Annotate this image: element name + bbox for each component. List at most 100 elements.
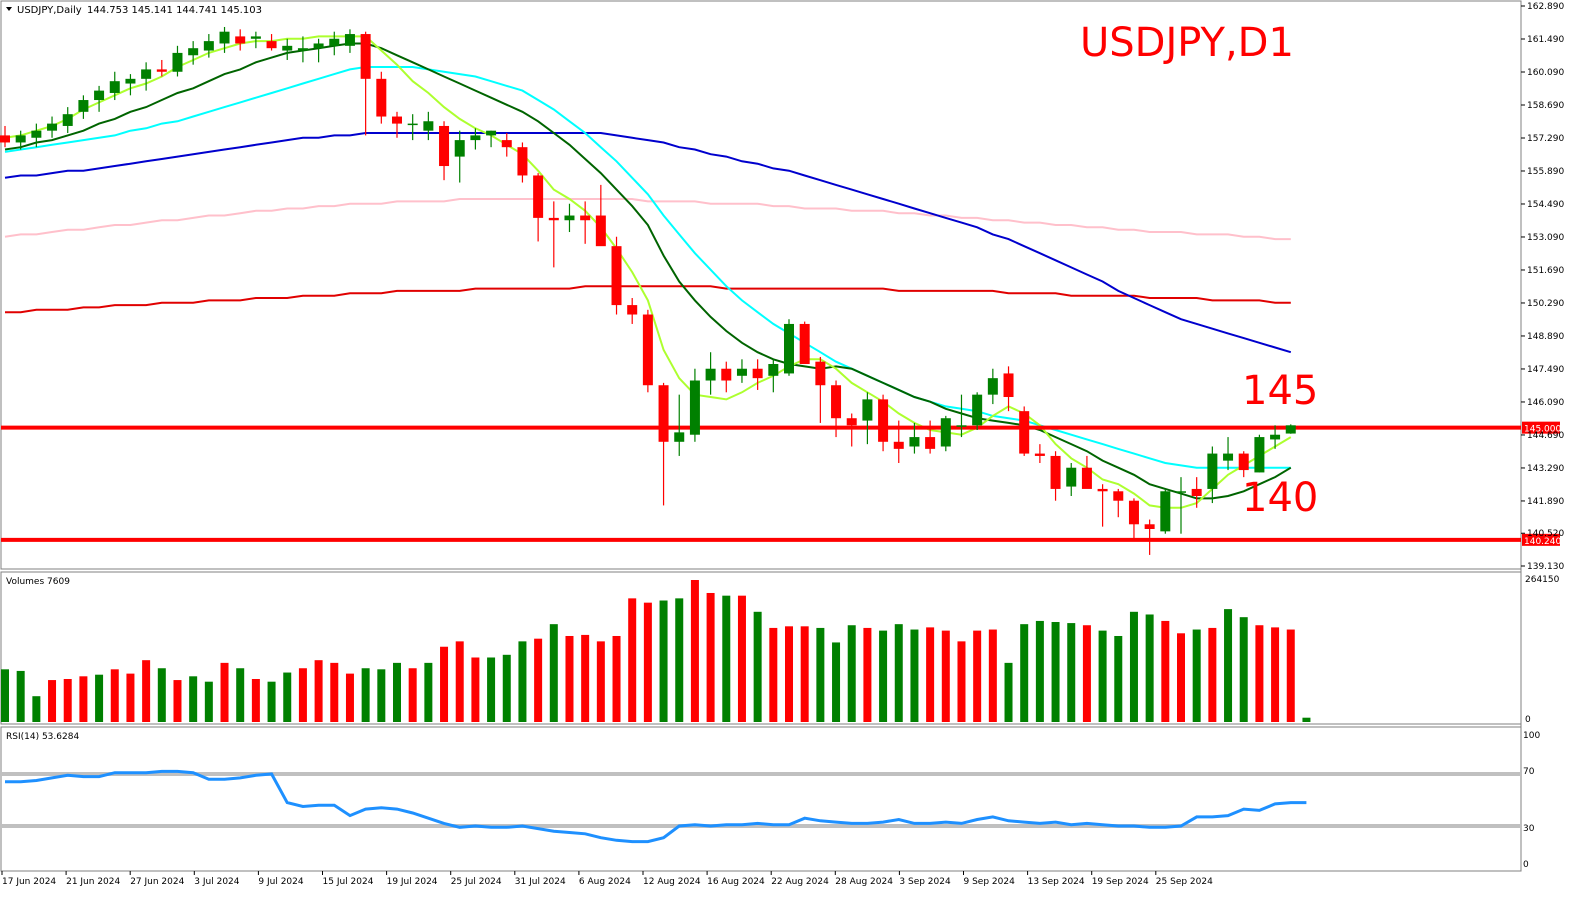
volume-bar xyxy=(988,629,997,722)
candle-body xyxy=(595,215,606,247)
candle-body xyxy=(799,323,810,365)
candle-body xyxy=(1050,455,1061,489)
date-tick-label: 25 Sep 2024 xyxy=(1156,877,1213,887)
volume-bar xyxy=(1208,627,1217,722)
candle-body xyxy=(987,378,998,395)
date-tick-label: 27 Jun 2024 xyxy=(130,877,184,887)
volume-bar xyxy=(879,630,888,722)
candle-body xyxy=(188,48,199,56)
rsi-axis-70: 70 xyxy=(1523,767,1535,777)
candle-body xyxy=(1003,373,1014,398)
candle-body xyxy=(297,48,308,51)
price-tick-label: 153.090 xyxy=(1527,233,1564,243)
candle-body xyxy=(125,78,136,84)
volume-bar xyxy=(800,626,809,722)
volume-bar xyxy=(298,668,307,722)
candle-body xyxy=(1191,488,1202,496)
price-tick-label: 143.290 xyxy=(1527,464,1564,474)
candle-body xyxy=(674,432,685,442)
volume-bar xyxy=(1051,622,1060,722)
candle-body xyxy=(627,305,638,315)
chart-title: USDJPY,D1 xyxy=(1080,20,1294,66)
date-tick-label: 6 Aug 2024 xyxy=(579,877,631,887)
candle-body xyxy=(548,217,559,221)
volume-bars xyxy=(1,580,1311,722)
volume-bar xyxy=(941,630,950,722)
volume-bar xyxy=(1255,625,1264,722)
candle-body xyxy=(31,130,42,138)
hline-price-tag xyxy=(1522,533,1560,546)
volume-bar xyxy=(957,641,966,722)
volume-bar xyxy=(816,627,825,722)
volume-bar xyxy=(785,626,793,722)
volume-bar xyxy=(173,680,182,722)
candle-body xyxy=(501,140,512,148)
candle-body xyxy=(1081,467,1092,489)
candle-body xyxy=(831,385,842,419)
volume-bar xyxy=(345,673,354,722)
date-tick-label: 19 Sep 2024 xyxy=(1092,877,1149,887)
date-tick-label: 25 Jul 2024 xyxy=(451,877,502,887)
date-tick-label: 3 Jul 2024 xyxy=(194,877,239,887)
volume-bar xyxy=(157,668,166,722)
candle-body xyxy=(1034,453,1045,456)
volume-bar xyxy=(643,602,652,722)
candle-body xyxy=(313,43,324,49)
candle-body xyxy=(47,123,58,131)
candle-body xyxy=(407,123,418,126)
candle-body xyxy=(705,368,716,381)
volume-bar xyxy=(251,678,260,722)
volume-bar xyxy=(722,595,731,722)
candle-body xyxy=(282,45,293,51)
volume-bar xyxy=(973,630,982,722)
price-tick-label: 140.520 xyxy=(1527,529,1564,539)
price-tick-label: 150.290 xyxy=(1527,299,1564,309)
candle-body xyxy=(846,418,857,426)
volume-bar xyxy=(236,668,245,722)
candle-body xyxy=(721,368,732,381)
candle-body xyxy=(784,323,794,374)
candle-body xyxy=(423,121,434,131)
date-tick-label: 28 Aug 2024 xyxy=(835,877,893,887)
date-tick-label: 19 Jul 2024 xyxy=(387,877,438,887)
volume-axis-bottom: 0 xyxy=(1525,715,1531,725)
volume-bar xyxy=(1286,629,1295,722)
volume-bar xyxy=(612,635,621,722)
price-tick-label: 161.490 xyxy=(1527,35,1564,45)
candle-body xyxy=(78,100,89,112)
candle-body xyxy=(940,418,951,447)
volume-bar xyxy=(314,660,323,722)
candle-body xyxy=(1176,491,1186,493)
candle-body xyxy=(203,41,214,51)
date-tick-label: 12 Aug 2024 xyxy=(643,877,701,887)
volume-bar xyxy=(549,624,558,722)
price-tick-label: 139.130 xyxy=(1527,562,1564,572)
volume-bar xyxy=(424,662,433,722)
candle-body xyxy=(235,36,246,44)
candle-body xyxy=(1144,524,1155,529)
date-tick-label: 21 Jun 2024 xyxy=(66,877,120,887)
ohlc-readout: 144.753 145.141 144.741 145.103 xyxy=(87,5,262,16)
volume-label: Volumes 7609 xyxy=(6,577,70,587)
price-tick-label: 154.490 xyxy=(1527,200,1564,210)
candle-body xyxy=(1097,488,1108,492)
volume-bar xyxy=(769,627,778,722)
candle-body xyxy=(15,135,26,143)
volume-bar xyxy=(283,672,292,722)
volume-bar xyxy=(79,676,88,722)
horizontal-lines: 145.000 140.240 xyxy=(1,421,1561,547)
candle-body xyxy=(156,69,167,72)
collapse-triangle-icon[interactable] xyxy=(6,7,12,11)
volume-bar xyxy=(1114,635,1123,722)
price-tick-label: 157.290 xyxy=(1527,134,1564,144)
volume-bar xyxy=(1161,620,1170,722)
ma-darkgreen-line xyxy=(4,42,1292,500)
volume-bar xyxy=(706,592,715,722)
candle-body xyxy=(1270,434,1281,440)
date-tick-label: 31 Jul 2024 xyxy=(515,877,566,887)
candle-body xyxy=(580,215,591,221)
price-tick-label: 158.690 xyxy=(1527,101,1564,111)
volume-bar xyxy=(565,635,574,722)
price-tick-label: 146.090 xyxy=(1527,398,1564,408)
candle-body xyxy=(1238,453,1249,471)
